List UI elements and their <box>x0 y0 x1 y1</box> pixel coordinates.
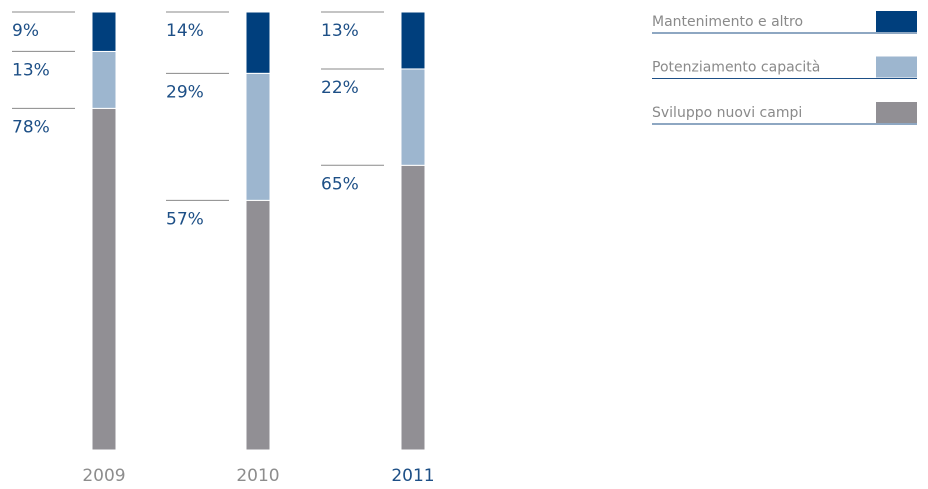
bar-segment <box>400 11 426 70</box>
bar-segment <box>400 164 426 451</box>
bar-segment <box>245 72 271 201</box>
x-tick-label: 2010 <box>236 466 279 486</box>
x-tick-label: 2011 <box>391 466 434 486</box>
value-label: 57% <box>166 209 204 229</box>
bar-segment <box>91 11 117 52</box>
value-label: 9% <box>12 21 39 41</box>
value-label: 22% <box>321 78 359 98</box>
bar-segment <box>245 11 271 74</box>
value-label: 14% <box>166 21 204 41</box>
legend-swatch <box>876 102 917 123</box>
x-tick-label: 2009 <box>82 466 125 486</box>
legend-label: Sviluppo nuovi campi <box>652 105 802 121</box>
value-label: 78% <box>12 117 50 137</box>
legend-label: Potenziamento capacità <box>652 60 820 76</box>
legend-swatch <box>876 56 917 78</box>
value-label: 13% <box>12 60 50 80</box>
bar-segment <box>245 199 271 451</box>
value-label: 13% <box>321 21 359 41</box>
value-label: 29% <box>166 82 204 102</box>
legend-swatch <box>876 11 917 32</box>
bar-segment <box>400 68 426 166</box>
legend-label: Mantenimento e altro <box>652 14 803 30</box>
bar-segment <box>91 107 117 451</box>
bar-segment <box>91 50 117 109</box>
value-label: 65% <box>321 174 359 194</box>
